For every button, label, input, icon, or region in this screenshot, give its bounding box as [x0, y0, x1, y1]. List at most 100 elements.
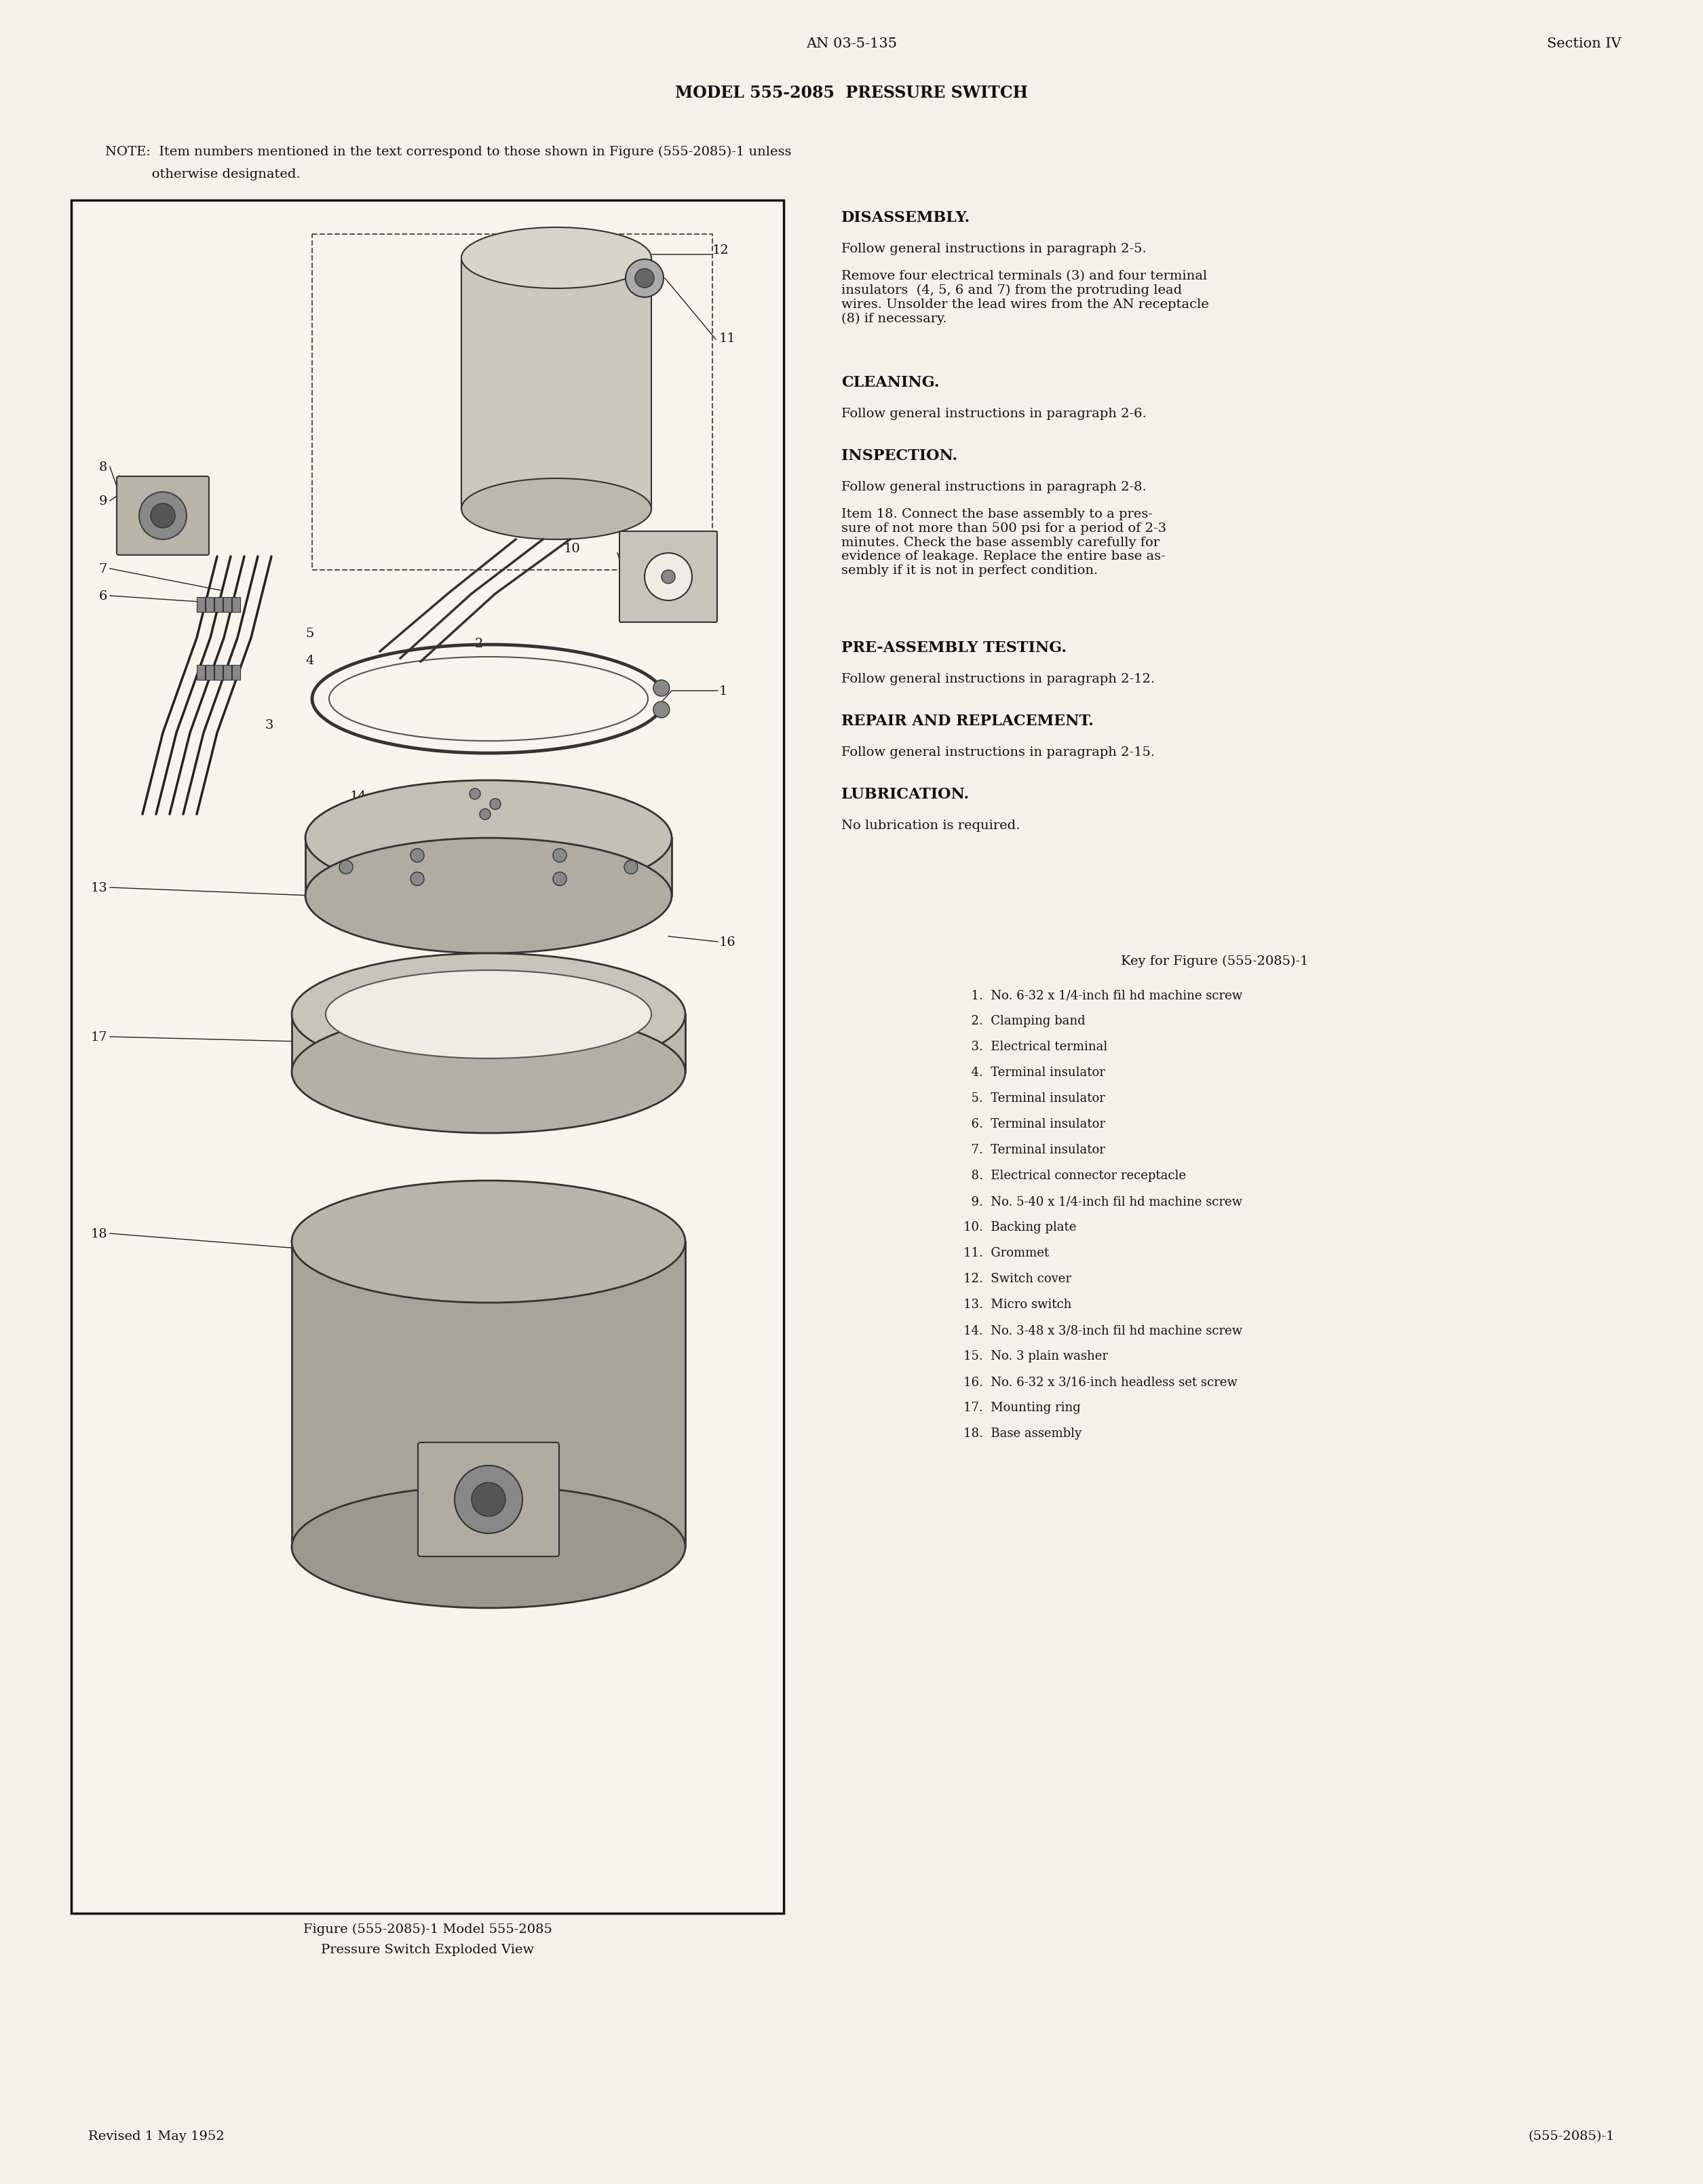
Text: 18.  Base assembly: 18. Base assembly	[964, 1428, 1081, 1439]
Text: LUBRICATION.: LUBRICATION.	[841, 786, 969, 802]
Ellipse shape	[291, 952, 685, 1075]
Circle shape	[553, 871, 567, 887]
Text: 7: 7	[99, 563, 107, 574]
Text: 4.  Terminal insulator: 4. Terminal insulator	[964, 1066, 1105, 1079]
Text: Follow general instructions in paragraph 2-5.: Follow general instructions in paragraph…	[841, 242, 1146, 256]
Circle shape	[553, 850, 567, 863]
Text: 16.  No. 6-32 x 3/16-inch headless set screw: 16. No. 6-32 x 3/16-inch headless set sc…	[964, 1376, 1238, 1389]
Bar	[291, 1241, 685, 1546]
Text: DISASSEMBLY.: DISASSEMBLY.	[841, 210, 971, 225]
Circle shape	[654, 679, 669, 697]
Text: 9.  No. 5-40 x 1/4-inch fil hd machine screw: 9. No. 5-40 x 1/4-inch fil hd machine sc…	[964, 1195, 1241, 1208]
Text: 5.  Terminal insulator: 5. Terminal insulator	[964, 1092, 1105, 1105]
Text: 15: 15	[509, 791, 526, 804]
Circle shape	[472, 1483, 506, 1516]
Circle shape	[654, 701, 669, 719]
Text: 17: 17	[90, 1031, 107, 1044]
Text: 2.  Clamping band: 2. Clamping band	[964, 1016, 1085, 1026]
Bar	[198, 596, 204, 612]
Circle shape	[661, 570, 674, 583]
Bar	[232, 596, 240, 612]
Ellipse shape	[291, 1011, 685, 1133]
Text: 17.  Mounting ring: 17. Mounting ring	[964, 1402, 1081, 1413]
Text: 16: 16	[719, 937, 736, 948]
Bar	[72, 201, 783, 1913]
Text: 1.  No. 6-32 x 1/4-inch fil hd machine screw: 1. No. 6-32 x 1/4-inch fil hd machine sc…	[964, 989, 1243, 1002]
Text: 12.  Switch cover: 12. Switch cover	[964, 1273, 1071, 1284]
Bar	[206, 596, 213, 612]
Bar	[312, 234, 712, 570]
Ellipse shape	[305, 839, 671, 952]
Text: 7.  Terminal insulator: 7. Terminal insulator	[964, 1144, 1105, 1155]
Text: 8.  Electrical connector receptacle: 8. Electrical connector receptacle	[964, 1171, 1185, 1182]
Text: Follow general instructions in paragraph 2-15.: Follow general instructions in paragraph…	[841, 747, 1155, 758]
Ellipse shape	[305, 780, 671, 895]
Ellipse shape	[325, 970, 651, 1059]
Text: 14: 14	[349, 791, 366, 804]
Text: 2: 2	[475, 638, 484, 651]
Text: 10.  Backing plate: 10. Backing plate	[964, 1221, 1076, 1234]
Text: Remove four electrical terminals (3) and four terminal
insulators  (4, 5, 6 and : Remove four electrical terminals (3) and…	[841, 271, 1209, 325]
Text: 11: 11	[719, 332, 736, 345]
Text: Section IV: Section IV	[1548, 37, 1621, 50]
Text: 3: 3	[264, 719, 272, 732]
Bar	[206, 664, 213, 679]
Text: 3.  Electrical terminal: 3. Electrical terminal	[964, 1042, 1107, 1053]
Circle shape	[150, 505, 175, 529]
Text: AN 03-5-135: AN 03-5-135	[806, 37, 897, 50]
Text: 8: 8	[99, 461, 107, 474]
Text: Revised 1 May 1952: Revised 1 May 1952	[89, 2129, 225, 2143]
Text: 11.  Grommet: 11. Grommet	[964, 1247, 1049, 1260]
Ellipse shape	[291, 1182, 685, 1302]
Text: 13.  Micro switch: 13. Micro switch	[964, 1299, 1071, 1310]
Ellipse shape	[291, 1485, 685, 1607]
Circle shape	[339, 860, 353, 874]
Text: 5: 5	[305, 627, 313, 640]
Text: Figure (555-2085)-1 Model 555-2085: Figure (555-2085)-1 Model 555-2085	[303, 1924, 552, 1935]
Text: NOTE:  Item numbers mentioned in the text correspond to those shown in Figure (5: NOTE: Item numbers mentioned in the text…	[106, 146, 792, 157]
Text: Follow general instructions in paragraph 2-6.: Follow general instructions in paragraph…	[841, 408, 1146, 419]
Circle shape	[480, 808, 490, 819]
Circle shape	[635, 269, 654, 288]
Bar	[215, 664, 223, 679]
Bar	[223, 596, 232, 612]
Bar	[291, 1013, 685, 1072]
Text: 13: 13	[90, 882, 107, 893]
Bar	[223, 664, 232, 679]
Text: MODEL 555-2085  PRESSURE SWITCH: MODEL 555-2085 PRESSURE SWITCH	[674, 85, 1029, 100]
FancyBboxPatch shape	[118, 476, 209, 555]
Text: Key for Figure (555-2085)-1: Key for Figure (555-2085)-1	[1121, 954, 1308, 968]
Text: 12: 12	[712, 245, 729, 256]
Bar	[198, 664, 204, 679]
Text: 1: 1	[719, 686, 727, 697]
Text: MARKER: MARKER	[536, 371, 576, 382]
Text: REPAIR AND REPLACEMENT.: REPAIR AND REPLACEMENT.	[841, 714, 1093, 729]
Text: No lubrication is required.: No lubrication is required.	[841, 819, 1020, 832]
Circle shape	[140, 491, 187, 539]
Ellipse shape	[462, 227, 651, 288]
Text: 14.  No. 3-48 x 3/8-inch fil hd machine screw: 14. No. 3-48 x 3/8-inch fil hd machine s…	[964, 1324, 1243, 1337]
Text: CLEANING.: CLEANING.	[841, 376, 940, 391]
Circle shape	[410, 850, 424, 863]
Text: Follow general instructions in paragraph 2-8.: Follow general instructions in paragraph…	[841, 480, 1146, 494]
Circle shape	[455, 1465, 523, 1533]
Circle shape	[625, 860, 639, 874]
Text: otherwise designated.: otherwise designated.	[106, 168, 300, 181]
Text: 6: 6	[99, 590, 107, 603]
Text: 10: 10	[564, 544, 581, 555]
Bar	[215, 596, 223, 612]
Bar	[232, 664, 240, 679]
Bar	[305, 839, 671, 895]
Circle shape	[470, 788, 480, 799]
FancyBboxPatch shape	[620, 531, 717, 622]
Circle shape	[410, 871, 424, 887]
Text: PRE-ASSEMBLY TESTING.: PRE-ASSEMBLY TESTING.	[841, 640, 1066, 655]
Bar	[462, 258, 651, 509]
FancyBboxPatch shape	[417, 1441, 559, 1557]
Ellipse shape	[462, 478, 651, 539]
Text: (555-2085)-1: (555-2085)-1	[1528, 2129, 1614, 2143]
Text: Follow general instructions in paragraph 2-12.: Follow general instructions in paragraph…	[841, 673, 1155, 686]
Circle shape	[490, 799, 501, 810]
Text: 9: 9	[99, 496, 107, 507]
Text: 6.  Terminal insulator: 6. Terminal insulator	[964, 1118, 1105, 1131]
